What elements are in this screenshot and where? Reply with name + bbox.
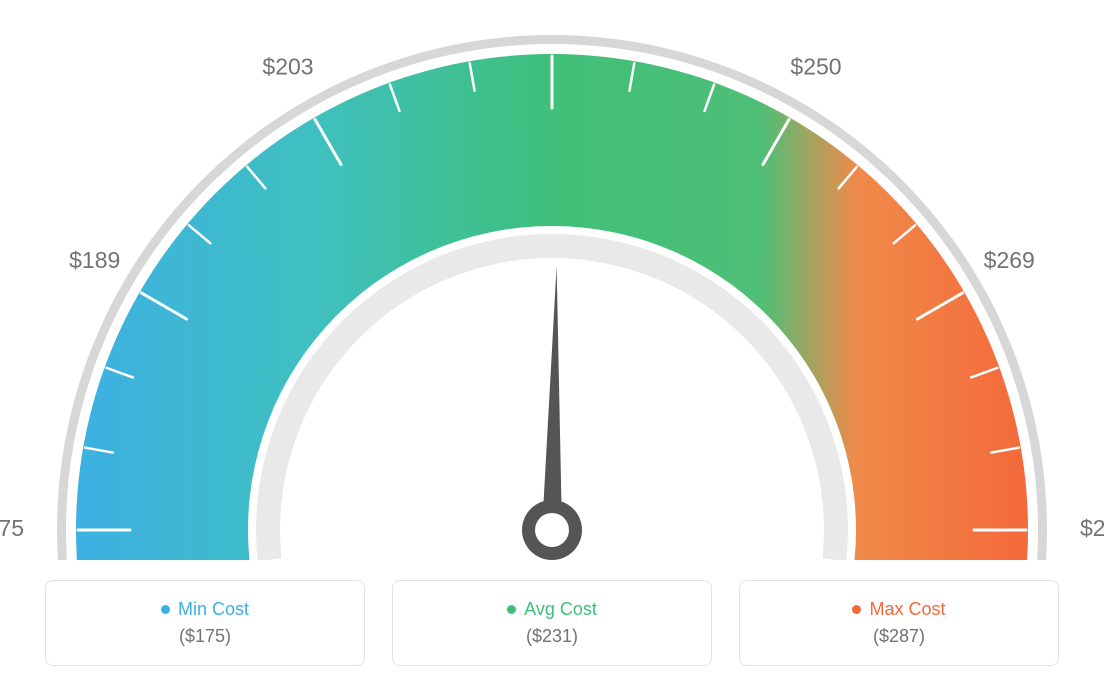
legend-top-max: Max Cost [852, 599, 945, 620]
legend-dot-avg [507, 605, 516, 614]
legend-top-avg: Avg Cost [507, 599, 597, 620]
legend-label-max: Max Cost [869, 599, 945, 620]
gauge-svg: $175 $189 $203 $231 $250 $269 $287 [0, 0, 1104, 560]
legend-card-max: Max Cost ($287) [739, 580, 1059, 666]
gauge-tick-label: $269 [984, 247, 1035, 273]
legend-value-avg: ($231) [526, 626, 578, 647]
gauge-tick-label: $287 [1080, 515, 1104, 541]
legend-dot-max [852, 605, 861, 614]
cost-gauge-chart: $175 $189 $203 $231 $250 $269 $287 [0, 0, 1104, 560]
legend-value-max: ($287) [873, 626, 925, 647]
legend-label-min: Min Cost [178, 599, 249, 620]
legend-row: Min Cost ($175) Avg Cost ($231) Max Cost… [0, 580, 1104, 666]
gauge-tick-label: $231 [526, 0, 577, 1]
legend-top-min: Min Cost [161, 599, 249, 620]
gauge-tick-label: $189 [69, 247, 120, 273]
legend-label-avg: Avg Cost [524, 599, 597, 620]
legend-card-min: Min Cost ($175) [45, 580, 365, 666]
legend-dot-min [161, 605, 170, 614]
gauge-tick-label: $250 [790, 54, 841, 80]
gauge-tick-label: $203 [262, 54, 313, 80]
legend-card-avg: Avg Cost ($231) [392, 580, 712, 666]
legend-value-min: ($175) [179, 626, 231, 647]
gauge-tick-label: $175 [0, 515, 24, 541]
